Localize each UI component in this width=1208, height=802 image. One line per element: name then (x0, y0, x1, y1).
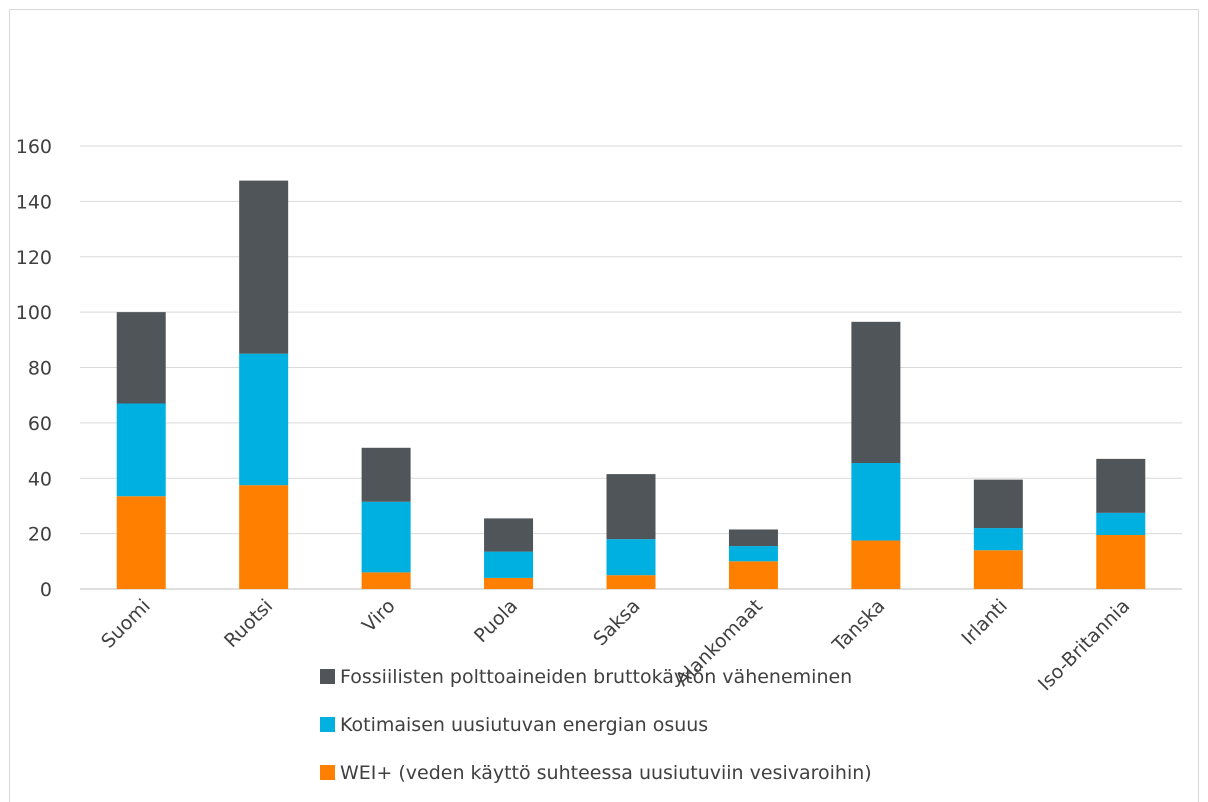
bar-segment (1096, 458, 1146, 513)
bar-segment (606, 575, 656, 589)
bar-segment (973, 479, 1023, 529)
bar-segment (116, 403, 166, 497)
bar-segment (1096, 512, 1146, 536)
x-tick-label: Suomi (97, 595, 155, 653)
y-tick-label: 20 (28, 524, 52, 546)
legend-swatch (320, 669, 335, 684)
legend-label: Kotimaisen uusiutuvan energian osuus (340, 714, 708, 736)
bar-segment (606, 474, 656, 540)
y-tick-label: 40 (28, 468, 52, 490)
bar-segment (484, 551, 534, 578)
bar-segment (973, 528, 1023, 551)
bar-segment (116, 496, 166, 589)
x-tick-label: Viro (358, 595, 400, 637)
legend-swatch (320, 765, 335, 780)
bar-segment (728, 529, 778, 547)
bar-segment (851, 463, 901, 541)
x-tick-label: Irlanti (957, 595, 1012, 650)
bar-segment (239, 180, 289, 354)
bar-segment (484, 518, 534, 552)
y-tick-label: 100 (16, 302, 52, 324)
legend-swatch (320, 717, 335, 732)
bar-segment (239, 353, 289, 486)
x-tick-label: Ruotsi (220, 595, 277, 652)
y-tick-label: 80 (28, 358, 52, 380)
chart-frame (9, 9, 1199, 802)
legend-label: Fossiilisten polttoaineiden bruttokäytön… (340, 666, 852, 688)
x-tick-label: Iso-Britannia (1034, 595, 1134, 695)
x-tick-label: Puola (470, 595, 522, 647)
bar-segment (116, 312, 166, 404)
bar-segment (728, 546, 778, 562)
y-tick-label: 120 (16, 247, 52, 269)
y-tick-label: 60 (28, 413, 52, 435)
bar-segment (239, 485, 289, 589)
bar-segment (851, 540, 901, 589)
y-tick-label: 140 (16, 191, 52, 213)
bar-segment (484, 577, 534, 589)
bar-segment (361, 447, 411, 502)
bar-segment (728, 561, 778, 589)
bar-segment (973, 550, 1023, 589)
y-tick-label: 0 (40, 579, 52, 601)
x-tick-label: Tanska (828, 595, 890, 657)
y-tick-label: 160 (16, 136, 52, 158)
bars (116, 180, 1146, 589)
bar-segment (1096, 535, 1146, 589)
legend: Fossiilisten polttoaineiden bruttokäytön… (320, 666, 872, 784)
legend-label: WEI+ (veden käyttö suhteessa uusiutuviin… (340, 762, 872, 784)
bar-segment (851, 321, 901, 464)
bar-segment (361, 572, 411, 589)
bar-segment (361, 501, 411, 573)
x-tick-label: Saksa (589, 595, 644, 650)
y-axis-ticks: 0 20 40 60 80 100 120 140 160 (16, 136, 52, 601)
bar-segment (606, 539, 656, 576)
